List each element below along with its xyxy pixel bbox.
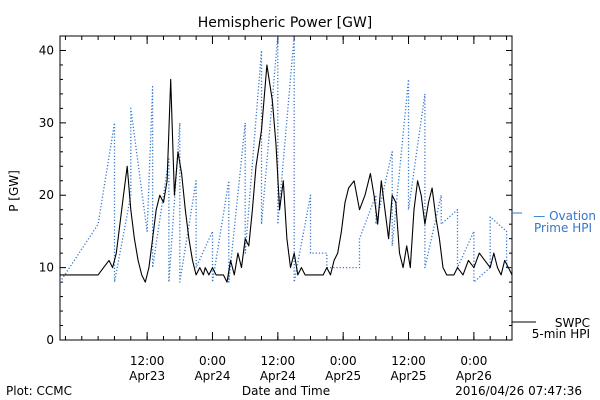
x-tick-time-label: 0:00: [460, 354, 487, 368]
footer-timestamp: 2016/04/26 07:47:36: [455, 384, 582, 398]
swpc-legend-label-line2: 5-min HPI: [532, 327, 590, 341]
x-tick-time-label: 12:00: [261, 354, 296, 368]
x-tick-date-label: Apr24: [260, 369, 296, 383]
y-tick-label: 20: [39, 188, 54, 202]
x-axis-ticks: 12:00Apr230:00Apr2412:00Apr240:00Apr2512…: [64, 36, 508, 383]
ovation-hpi-line: [60, 36, 512, 283]
x-tick-time-label: 0:00: [330, 354, 357, 368]
ovation-legend-label-line1: — Ovation: [533, 209, 596, 223]
x-tick-date-label: Apr23: [129, 369, 165, 383]
y-tick-label: 40: [39, 43, 54, 57]
swpc-legend-label-line1: SWPC: [555, 316, 590, 330]
y-tick-label: 10: [39, 261, 54, 275]
x-tick-date-label: Apr24: [194, 369, 230, 383]
swpc-hpi-line: [60, 64, 512, 283]
footer-credit: Plot: CCMC: [6, 384, 72, 398]
x-tick-time-label: 0:00: [199, 354, 226, 368]
x-axis-label: Date and Time: [242, 384, 330, 398]
plot-frame: [59, 35, 513, 341]
y-tick-label: 30: [39, 116, 54, 130]
x-tick-date-label: Apr25: [391, 369, 427, 383]
y-axis-label: P [GW]: [7, 170, 21, 212]
y-tick-label: 0: [46, 333, 54, 347]
ovation-legend-label-line2: Prime HPI: [534, 221, 592, 235]
x-tick-date-label: Apr25: [325, 369, 361, 383]
x-tick-time-label: 12:00: [391, 354, 426, 368]
chart-title: Hemispheric Power [GW]: [198, 15, 373, 31]
x-tick-date-label: Apr26: [456, 369, 492, 383]
y-axis-ticks: 0 10 20 30 40: [39, 35, 512, 347]
series-layer: [60, 36, 512, 283]
x-tick-time-label: 12:00: [130, 354, 165, 368]
